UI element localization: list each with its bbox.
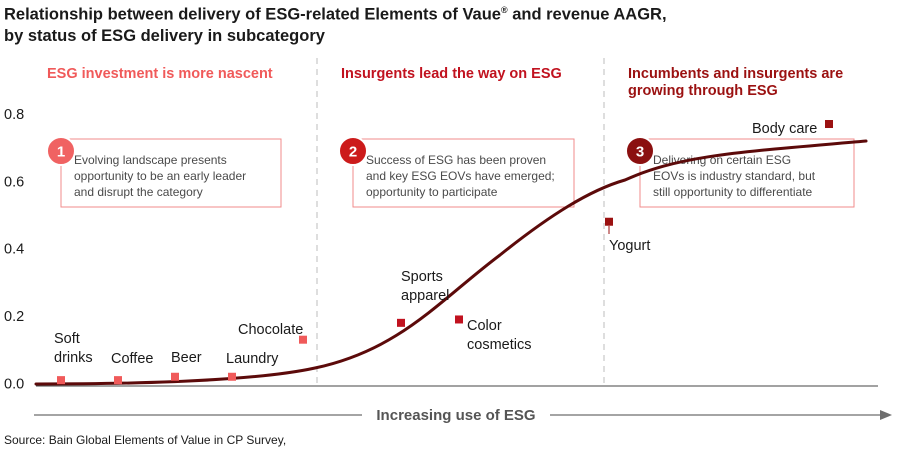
phase-2-callout-text: and key ESG EOVs have emerged; [366, 169, 555, 183]
data-point-label: Color [467, 318, 502, 334]
phase-1-callout-text: opportunity to be an early leader [74, 169, 246, 183]
data-point [171, 372, 179, 381]
phase-3-heading: growing through ESG [628, 83, 778, 99]
data-point [825, 120, 833, 129]
phase-3-callout-text: still opportunity to differentiate [653, 185, 813, 199]
data-point-label: cosmetics [467, 337, 531, 353]
y-tick-label: 0.2 [4, 309, 24, 325]
title-line-1: Relationship between delivery of ESG-rel… [4, 5, 501, 24]
data-point-label: Beer [171, 350, 202, 366]
data-point-label: Soft [54, 331, 80, 347]
phase-3-callout-box [639, 138, 855, 208]
data-point-label: apparel [401, 288, 449, 304]
data-point [397, 318, 405, 327]
phase-2-callout-text: opportunity to participate [366, 185, 498, 199]
phase-3-heading: Incumbents and insurgents are [628, 66, 843, 82]
data-point-label: drinks [54, 350, 93, 366]
y-tick-label: 0.0 [4, 377, 24, 393]
phase-1-heading: ESG investment is more nascent [47, 66, 273, 82]
data-point [57, 376, 65, 385]
phase-3-callout-text: EOVs is industry standard, but [653, 169, 816, 183]
data-point-label: Sports [401, 269, 443, 285]
x-axis-label: Increasing use of ESG [376, 407, 535, 424]
data-point-label: Coffee [111, 351, 153, 367]
phase-3-number: 3 [636, 144, 644, 161]
phase-3-number-badge [625, 136, 655, 166]
source-note: Source: Bain Global Elements of Value in… [4, 433, 287, 447]
phase-2-callout-text: Success of ESG has been proven [366, 153, 546, 167]
data-point [228, 372, 236, 381]
data-point [299, 335, 307, 344]
phase-2-number-badge [338, 136, 368, 166]
phase-2-heading: Insurgents lead the way on ESG [341, 66, 562, 82]
chart-title: Relationship between delivery of ESG-rel… [4, 0, 894, 47]
data-point [114, 376, 122, 385]
y-tick-label: 0.4 [4, 242, 24, 258]
y-tick-label: 0.6 [4, 174, 24, 190]
title-line-1-end: and revenue AAGR, [507, 5, 667, 24]
phase-1-number: 1 [57, 144, 65, 161]
phase-2-callout-box [352, 138, 575, 208]
phase-2-number: 2 [349, 144, 357, 161]
registered-mark: ® [500, 5, 508, 15]
phase-1-callout-box [60, 138, 282, 208]
x-arrow-head-icon [880, 410, 892, 420]
data-point [455, 315, 463, 324]
title-line-2: by status of ESG delivery in subcategory [4, 26, 325, 45]
data-point-label: Yogurt [609, 238, 650, 254]
phase-1-number-badge [46, 136, 76, 166]
data-point-label: Body care [752, 121, 817, 137]
data-point-label: Chocolate [238, 322, 303, 338]
phase-3-callout-text: Delivering on certain ESG [653, 153, 791, 167]
data-point-label: Laundry [226, 351, 279, 367]
phase-1-callout-text: Evolving landscape presents [74, 153, 227, 167]
y-tick-label: 0.8 [4, 107, 24, 123]
data-point [605, 217, 613, 226]
phase-1-callout-text: and disrupt the category [74, 185, 203, 199]
